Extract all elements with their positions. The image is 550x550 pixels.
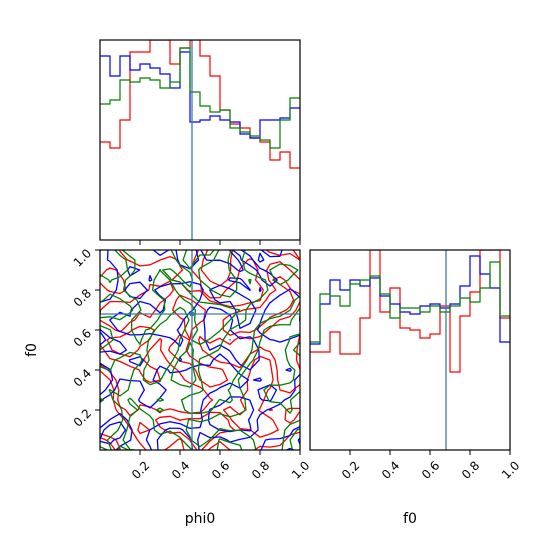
- phi0-histogram-frame: [99, 39, 301, 241]
- f0-y-tick-label: 1.0: [71, 246, 94, 269]
- phi0-f0-contours: [100, 250, 300, 450]
- f0-histogram-panel: [310, 250, 510, 450]
- phi0-x-tick-label: 0.8: [249, 458, 272, 481]
- x-axis-label-f0: f0: [403, 511, 417, 527]
- f0-hist-series-1-step: [310, 250, 510, 373]
- f0-x-tick-label: 0.2: [339, 458, 362, 481]
- contour-series-3-level: [100, 250, 300, 450]
- f0-histogram-frame: [309, 249, 511, 451]
- phi0-x-tick-label: 0.2: [129, 458, 152, 481]
- f0-y-tick-label: 0.6: [71, 326, 94, 349]
- phi0-hist-series-2-step: [100, 51, 300, 139]
- phi0-x-tick-label: 1.0: [289, 458, 312, 481]
- f0-hist-series-3-step: [310, 261, 510, 343]
- f0-y-tick-label: 0.4: [71, 366, 94, 389]
- f0-y-tick-label: 0.2: [71, 406, 94, 429]
- f0-x-tick-label: 0.8: [459, 458, 482, 481]
- phi0-hist-series-1-step: [100, 40, 300, 169]
- phi0-f0-contour-frame: [99, 249, 301, 451]
- contour-series-2-level: [100, 250, 300, 450]
- f0-x-tick-label: 0.6: [419, 458, 442, 481]
- contour-series-3-level: [100, 250, 300, 450]
- contour-truth-point: [189, 311, 195, 317]
- phi0-x-tick-label: 0.4: [169, 458, 192, 481]
- phi0-histogram-series: [100, 40, 300, 240]
- f0-histogram-series: [310, 250, 510, 450]
- f0-x-tick-label: 1.0: [499, 458, 522, 481]
- f0-hist-series-2-step: [310, 255, 510, 345]
- phi0-x-tick-label: 0.6: [209, 458, 232, 481]
- y-axis-label-f0: f0: [24, 343, 40, 357]
- contour-series-2-level: [100, 250, 300, 450]
- phi0-hist-series-3-step: [100, 47, 300, 149]
- f0-x-tick-label: 0.4: [379, 458, 402, 481]
- x-axis-label-phi0: phi0: [185, 511, 216, 527]
- f0-y-tick-label: 0.8: [71, 286, 94, 309]
